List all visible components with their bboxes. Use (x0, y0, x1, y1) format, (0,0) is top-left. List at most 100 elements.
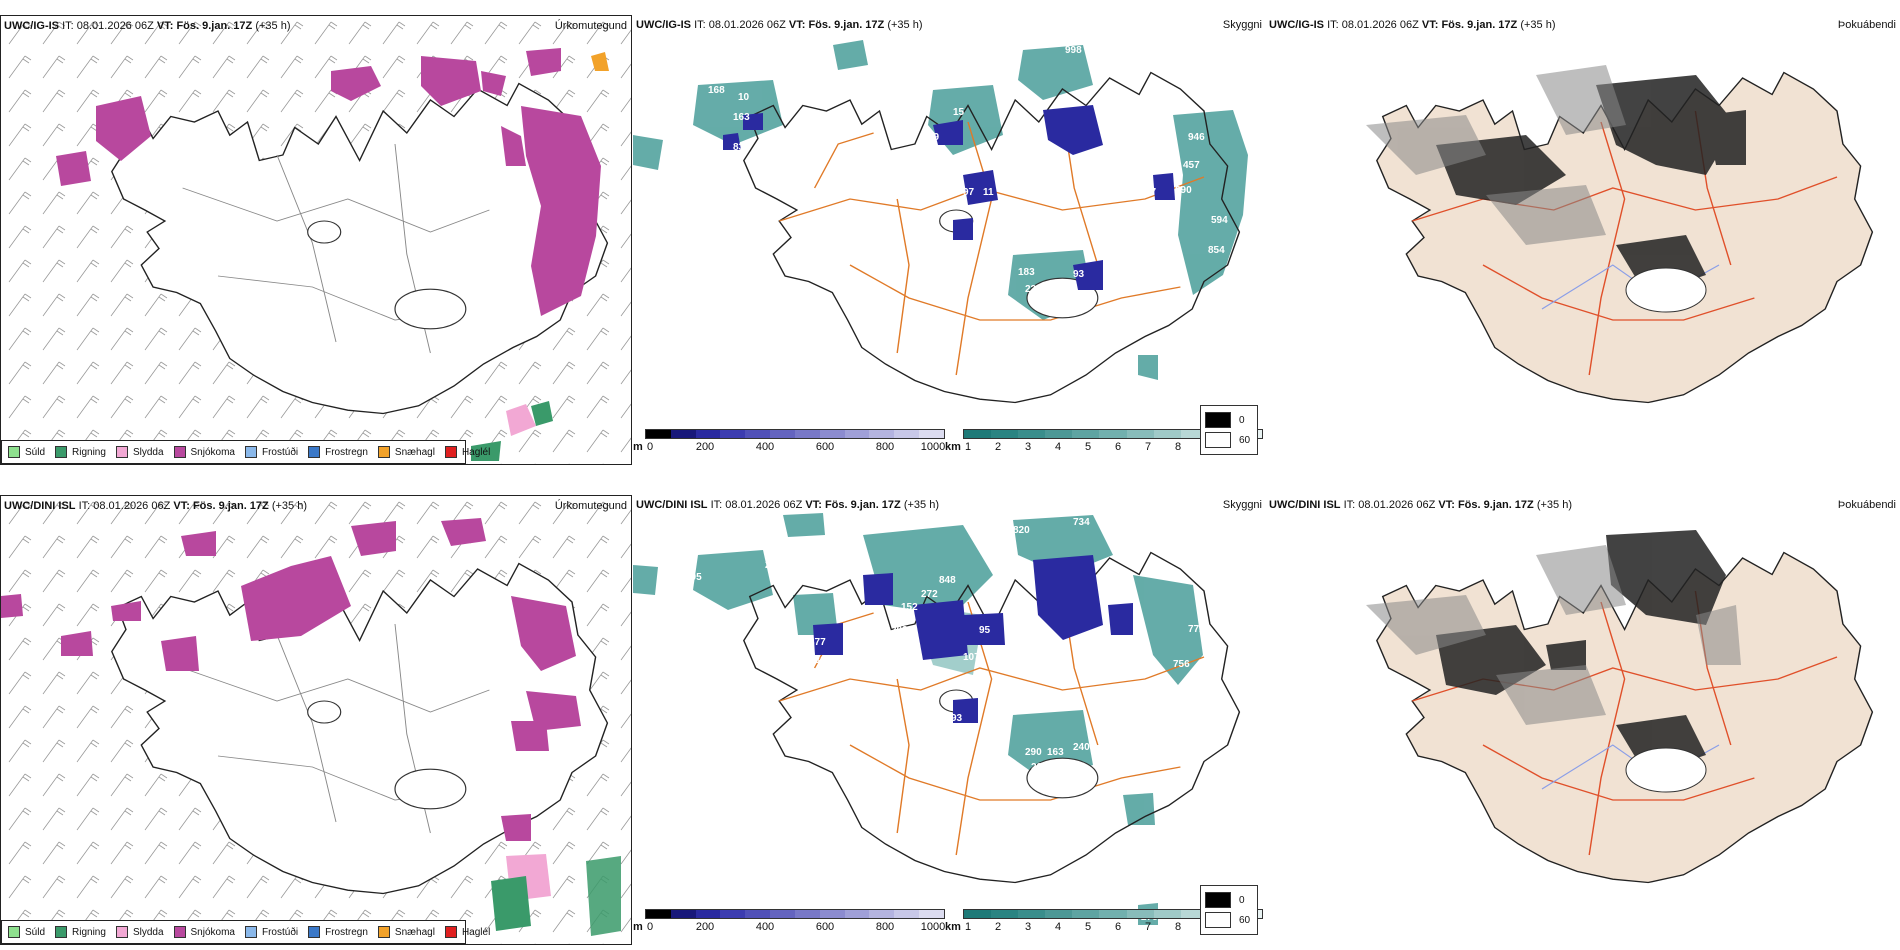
snow-areas-0 (56, 48, 601, 316)
colorbar-step (695, 430, 721, 438)
legend-swatch (173, 926, 186, 938)
panel-title: Þokuábendi (1837, 499, 1896, 511)
legend-swatch (308, 926, 321, 938)
vt-value: Fös. 9.jan. 17Z (192, 500, 269, 512)
vis-value: 410 (785, 662, 802, 673)
vis-value: 457 (1183, 160, 1200, 171)
it-label: IT: (62, 20, 74, 32)
tick: 6 (1114, 921, 1122, 933)
tick: 200 (695, 921, 715, 933)
legend-swatch (244, 926, 257, 938)
tick: 6 (1114, 441, 1122, 453)
fog-map-1 (1366, 530, 1874, 884)
precip-panel-0: UWC/IG-IS IT: 08.01.2026 06Z VT: Fös. 9.… (0, 15, 632, 465)
vis-value: 201 (1031, 762, 1048, 773)
colorbar-step (991, 430, 1019, 438)
visibility-labels-0: 998 863 168 10 163 83 92 15 19 946 457 8… (708, 45, 1248, 309)
legend-swatch (1205, 912, 1231, 928)
colorbar-step (670, 430, 696, 438)
panel-title: Úrkomutegund (554, 20, 627, 32)
colorbar-step (919, 910, 944, 918)
legend-swatch (308, 446, 321, 458)
vis-value: 786 (1143, 862, 1160, 873)
legend-swatch (1205, 412, 1231, 428)
model-name: UWC/IG-IS (1269, 19, 1324, 31)
tick: 3 (1024, 441, 1032, 453)
vt-label: VT: (1438, 499, 1455, 511)
vis-value: 756 (1173, 659, 1190, 670)
tick: 4 (1054, 921, 1062, 933)
legend-item: Haglél (444, 926, 490, 938)
panel-title: Þokuábendi (1837, 19, 1896, 31)
vis-value: 161 (869, 617, 886, 628)
visibility-panel-1: 895 237 25 684 820 734 848 272 152 161 2… (633, 495, 1266, 945)
colorbar-step (919, 430, 944, 438)
colorbar-step (1045, 430, 1073, 438)
legend-item: Súld (8, 446, 45, 458)
colorbar-step (1153, 430, 1181, 438)
precip-header-0: UWC/IG-IS IT: 08.01.2026 06Z VT: Fös. 9.… (4, 20, 291, 32)
legend-swatch (377, 926, 390, 938)
vis-value: 10 (738, 92, 750, 103)
it-value: 08.01.2026 06Z (1358, 499, 1436, 511)
legend-swatch (115, 446, 128, 458)
vis-value: 946 (1188, 132, 1205, 143)
vis-value: 210 (1056, 298, 1073, 309)
vis-value: 17 (1145, 187, 1157, 198)
vis-value: 998 (1065, 45, 1082, 56)
legend-swatch (444, 446, 457, 458)
tick: 5 (1084, 441, 1092, 453)
precip-panel-1: UWC/DINI ISL IT: 08.01.2026 06Z VT: Fös.… (0, 495, 632, 945)
vis-value: 272 (921, 589, 938, 600)
vis-value: 163 (733, 112, 750, 123)
legend-item: Frostúði (244, 446, 298, 458)
tick: 800 (875, 921, 895, 933)
colorbar-step (646, 430, 671, 438)
panel-title: Úrkomutegund (554, 500, 627, 512)
model-name: UWC/DINI ISL (1269, 499, 1341, 511)
vis-value: 512 (1141, 702, 1158, 713)
vis-value: 163 (1047, 747, 1064, 758)
vis-value: 14 (1028, 217, 1040, 228)
vis-value: 93 (1073, 269, 1085, 280)
colorbar-step (869, 910, 895, 918)
colorbar-step (794, 910, 820, 918)
vis-value: 203 (891, 625, 908, 636)
visibility-header-1: UWC/DINI ISL IT: 08.01.2026 06Z VT: Fös.… (636, 499, 939, 511)
legend-swatch (244, 446, 257, 458)
fog-panel-1: UWC/DINI ISL IT: 08.01.2026 06Z VT: Fös.… (1266, 495, 1900, 945)
vt-label: VT: (805, 499, 822, 511)
vis-value: 890 (1175, 185, 1192, 196)
vt-value: Fös. 9.jan. 17Z (824, 499, 901, 511)
vis-value: 820 (1013, 525, 1030, 536)
legend-swatch (55, 926, 68, 938)
model-name: UWC/DINI ISL (4, 500, 76, 512)
it-label: IT: (694, 19, 706, 31)
colorbar-step (1072, 430, 1100, 438)
vt-value: Fös. 9.jan. 17Z (1441, 19, 1518, 31)
colorbar-step (894, 430, 920, 438)
vt-value: Fös. 9.jan. 17Z (808, 19, 885, 31)
tick: 1000 (920, 441, 946, 453)
visibility-colorbars-1: m km 0 200 400 600 800 1000 1 2 3 4 5 6 … (633, 909, 1266, 943)
legend-label: 60 (1239, 434, 1251, 446)
fog-index-legend-1: 0 60 (1200, 885, 1258, 935)
legend-swatch (8, 926, 20, 938)
tick: 600 (815, 441, 835, 453)
vt-label: VT: (173, 500, 190, 512)
it-value: 08.01.2026 06Z (76, 20, 154, 32)
legend-swatch (8, 446, 20, 458)
colorbar-meters (645, 429, 945, 439)
vt-value: Fös. 9.jan. 17Z (176, 20, 253, 32)
vis-value: 160 (1053, 284, 1070, 295)
lead-time: (+35 h) (887, 19, 923, 31)
colorbar-step (745, 430, 771, 438)
legend-item: Súld (8, 926, 45, 938)
legend-item: Haglél (444, 446, 490, 458)
fog-header-0: UWC/IG-IS IT: 08.01.2026 06Z VT: Fös. 9.… (1269, 19, 1556, 31)
vis-value: 152 (901, 602, 918, 613)
colorbar-step (819, 430, 845, 438)
legend-label: 60 (1239, 914, 1251, 926)
low-visibility-km-areas-0 (633, 40, 1248, 380)
lead-time: (+35 h) (1536, 499, 1572, 511)
